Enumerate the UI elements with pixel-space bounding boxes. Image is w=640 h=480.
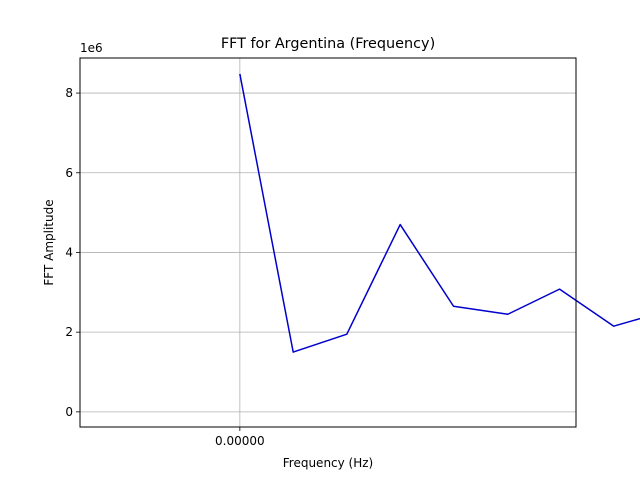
y-axis-offset-label: 1e6: [80, 41, 103, 55]
chart-title: FFT for Argentina (Frequency): [221, 36, 435, 52]
axes-frame: [79, 57, 577, 428]
y-tick-label: 6: [65, 166, 73, 180]
y-tick-label: 4: [65, 245, 73, 259]
ticks: 0.000000.000020.000040.000060.000080.000…: [65, 86, 265, 448]
y-tick-label: 8: [65, 86, 73, 100]
y-tick-label: 0: [65, 405, 73, 419]
x-axis-label: Frequency (Hz): [283, 456, 374, 470]
y-axis-label: FFT Amplitude: [42, 199, 56, 285]
y-tick-label: 2: [65, 325, 73, 339]
x-tick-label: 0.00000: [215, 434, 265, 448]
grid: [80, 58, 576, 427]
